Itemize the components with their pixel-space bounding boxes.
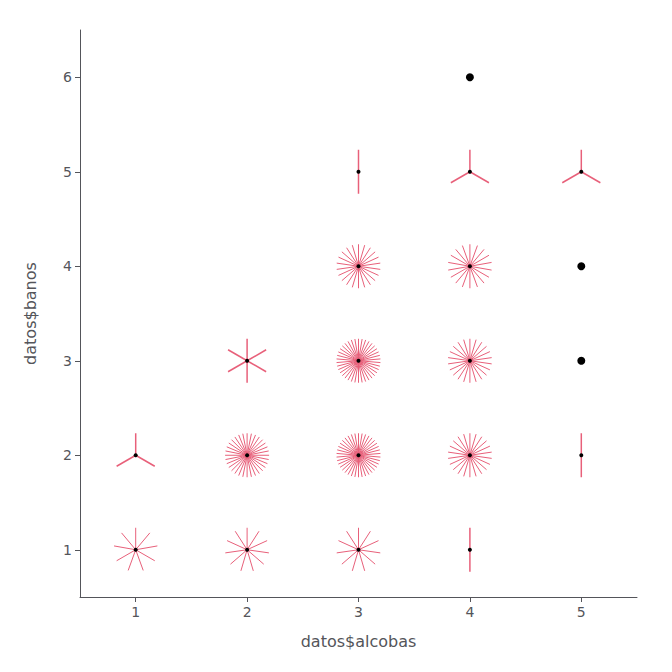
svg-text:4: 4 bbox=[465, 604, 474, 620]
svg-text:6: 6 bbox=[63, 69, 72, 85]
svg-text:1: 1 bbox=[63, 542, 72, 558]
svg-text:5: 5 bbox=[577, 604, 586, 620]
svg-text:2: 2 bbox=[243, 604, 252, 620]
svg-text:2: 2 bbox=[63, 447, 72, 463]
svg-text:3: 3 bbox=[354, 604, 363, 620]
svg-text:1: 1 bbox=[131, 604, 140, 620]
svg-text:4: 4 bbox=[63, 258, 72, 274]
svg-text:3: 3 bbox=[63, 353, 72, 369]
svg-text:datos$alcobas: datos$alcobas bbox=[301, 632, 417, 651]
svg-text:datos$banos: datos$banos bbox=[21, 262, 40, 365]
svg-text:5: 5 bbox=[63, 164, 72, 180]
